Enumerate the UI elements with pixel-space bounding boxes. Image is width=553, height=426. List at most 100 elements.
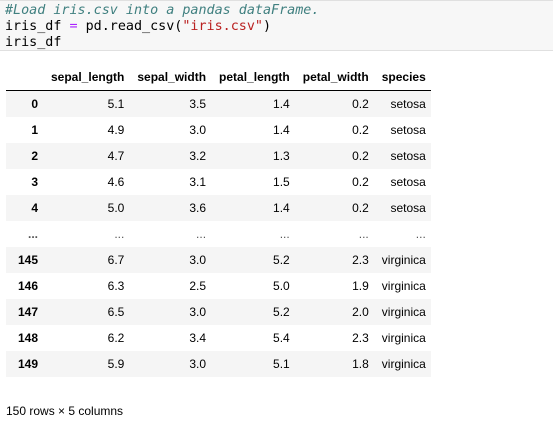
table-cell: ...	[114, 227, 125, 241]
row-index: 145	[17, 253, 38, 267]
table-row: 146 6.3 2.5 5.0 1.9 virginica	[6, 273, 431, 299]
table-cell: 3.1	[189, 175, 207, 189]
table-row: 4 5.0 3.6 1.4 0.2 setosa	[6, 195, 431, 221]
row-index: 0	[31, 97, 38, 111]
table-cell: 3.4	[189, 331, 207, 345]
code-operator: =	[69, 19, 78, 34]
column-header-petal-width: petal_width	[294, 64, 374, 91]
table-row: 145 6.7 3.0 5.2 2.3 virginica	[6, 247, 431, 273]
table-cell: 1.8	[352, 357, 369, 371]
table-cell: 5.1	[107, 97, 125, 111]
table-cell: 0.2	[352, 123, 369, 137]
table-cell: 4.7	[107, 149, 125, 163]
table-cell: virginica	[381, 253, 426, 267]
table-cell: 3.5	[189, 97, 207, 111]
table-cell: 6.5	[107, 305, 125, 319]
column-header-petal-length: petal_length	[211, 64, 295, 91]
table-cell: 4.9	[107, 123, 125, 137]
code-line-3: iris_df	[5, 35, 553, 51]
row-index: 146	[17, 279, 38, 293]
table-cell: setosa	[390, 97, 426, 111]
table-cell: 2.5	[189, 279, 207, 293]
table-row: 147 6.5 3.0 5.2 2.0 virginica	[6, 299, 431, 325]
code-variable: iris_df	[5, 19, 70, 34]
row-index: 147	[17, 305, 38, 319]
table-cell: 1.4	[273, 97, 290, 111]
code-string: "iris.csv"	[182, 19, 263, 34]
table-cell: setosa	[390, 201, 426, 215]
column-header-species: species	[373, 64, 431, 91]
table-cell: 1.4	[273, 201, 290, 215]
table-cell: 3.0	[189, 253, 207, 267]
table-cell: 5.9	[107, 357, 125, 371]
code-input-area[interactable]: #Load iris.csv into a pandas dataFrame. …	[0, 0, 553, 51]
table-cell: setosa	[390, 175, 426, 189]
table-cell: 2.3	[352, 331, 369, 345]
table-cell: 5.2	[273, 253, 290, 267]
output-area: sepal_length sepal_width petal_length petal…	[0, 64, 553, 377]
table-cell: 6.2	[107, 331, 125, 345]
dataframe-shape-label: 150 rows × 5 columns	[6, 404, 124, 418]
code-comment: #Load iris.csv into a pandas dataFrame.	[5, 3, 320, 18]
column-header-sepal-width: sepal_width	[129, 64, 212, 91]
code-expression: iris_df	[5, 35, 62, 50]
table-cell: 5.0	[273, 279, 290, 293]
table-cell: virginica	[381, 279, 426, 293]
table-cell: virginica	[381, 305, 426, 319]
table-cell: setosa	[390, 149, 426, 163]
table-row: 0 5.1 3.5 1.4 0.2 setosa	[6, 90, 431, 117]
table-cell: 3.0	[189, 123, 207, 137]
table-cell: virginica	[381, 331, 426, 345]
code-close-paren: )	[263, 19, 272, 34]
row-index: 1	[31, 123, 38, 137]
dataframe-table: sepal_length sepal_width petal_length petal…	[6, 64, 431, 377]
table-row: ..................	[6, 221, 431, 247]
row-index: 2	[31, 149, 38, 163]
table-cell: 5.4	[273, 331, 290, 345]
table-row: 2 4.7 3.2 1.3 0.2 setosa	[6, 143, 431, 169]
row-index: 148	[17, 331, 38, 345]
table-cell: ...	[358, 227, 369, 241]
table-cell: 5.2	[273, 305, 290, 319]
table-cell: 1.4	[273, 123, 290, 137]
table-cell: 5.0	[107, 201, 125, 215]
table-cell: ...	[196, 227, 207, 241]
table-cell: 2.3	[352, 253, 369, 267]
table-cell: ...	[279, 227, 290, 241]
row-index: 4	[31, 201, 38, 215]
table-cell: 3.2	[189, 149, 207, 163]
table-cell: 4.6	[107, 175, 125, 189]
code-line-1: #Load iris.csv into a pandas dataFrame.	[5, 3, 553, 19]
column-header-sepal-length: sepal_length	[43, 64, 130, 91]
row-index: 149	[17, 357, 38, 371]
table-cell: 0.2	[352, 175, 369, 189]
table-cell: 1.3	[273, 149, 290, 163]
table-cell: 3.6	[189, 201, 207, 215]
table-row: 149 5.9 3.0 5.1 1.8 virginica	[6, 351, 431, 377]
table-cell: 1.5	[273, 175, 290, 189]
table-body: 0 5.1 3.5 1.4 0.2 setosa 1 4.9 3.0 1.4 0.2 setosa 2 4…	[6, 90, 431, 377]
row-index: ...	[27, 227, 38, 241]
table-cell: setosa	[390, 123, 426, 137]
index-header	[6, 64, 43, 91]
table-cell: 3.0	[189, 357, 207, 371]
table-cell: virginica	[381, 357, 426, 371]
table-cell: 0.2	[352, 201, 369, 215]
table-cell: 6.7	[107, 253, 125, 267]
table-cell: 2.0	[352, 305, 369, 319]
table-cell: 5.1	[273, 357, 290, 371]
table-row: 3 4.6 3.1 1.5 0.2 setosa	[6, 169, 431, 195]
table-cell: 3.0	[189, 305, 207, 319]
table-cell: 6.3	[107, 279, 125, 293]
row-index: 3	[31, 175, 38, 189]
header-row: sepal_length sepal_width petal_length petal…	[6, 64, 431, 91]
table-cell: 0.2	[352, 149, 369, 163]
table-row: 1 4.9 3.0 1.4 0.2 setosa	[6, 117, 431, 143]
table-row: 148 6.2 3.4 5.4 2.3 virginica	[6, 325, 431, 351]
code-call: pd.read_csv(	[77, 19, 183, 34]
table-cell: 0.2	[352, 97, 369, 111]
table-cell: 1.9	[352, 279, 369, 293]
table-cell: ...	[415, 227, 426, 241]
code-line-2: iris_df = pd.read_csv("iris.csv")	[5, 19, 553, 35]
